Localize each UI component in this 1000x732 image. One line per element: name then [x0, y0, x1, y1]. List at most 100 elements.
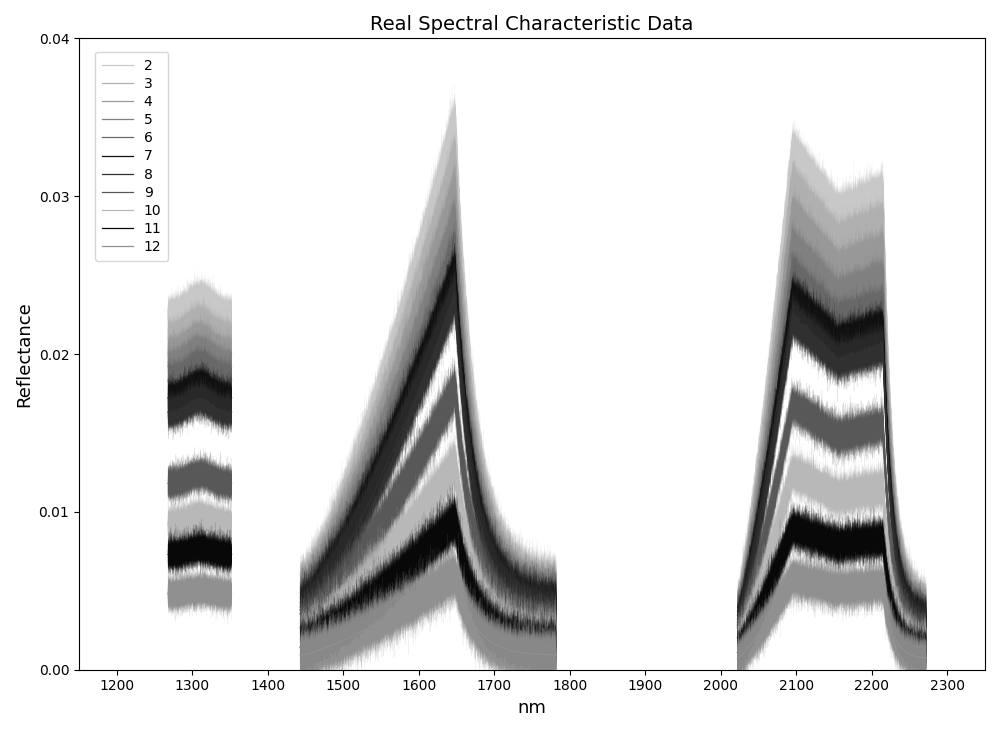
- 9: [200, 471, 212, 479]
- Line: 9: 9: [168, 474, 232, 483]
- Line: 6: 6: [168, 367, 232, 381]
- 4: [200, 336, 212, 345]
- 9: [162, 479, 174, 488]
- 12: [162, 589, 174, 598]
- Line: 2: 2: [168, 296, 232, 314]
- 11: [194, 545, 206, 553]
- 9: [194, 470, 206, 479]
- 8: [162, 408, 174, 417]
- Title: Real Spectral Characteristic Data: Real Spectral Characteristic Data: [370, 15, 694, 34]
- 11: [200, 545, 212, 554]
- 5: [216, 360, 228, 369]
- 9: [216, 478, 228, 487]
- 8: [200, 397, 212, 406]
- 6: [162, 376, 174, 385]
- 7: [226, 394, 238, 403]
- 5: [162, 362, 174, 370]
- 6: [220, 376, 232, 384]
- 2: [162, 310, 174, 318]
- Line: 11: 11: [168, 549, 232, 554]
- 10: [162, 520, 174, 529]
- Y-axis label: Reflectance: Reflectance: [15, 301, 33, 407]
- 5: [226, 362, 238, 370]
- 6: [200, 364, 212, 373]
- 6: [216, 374, 228, 383]
- 6: [162, 376, 174, 385]
- 2: [220, 309, 232, 318]
- 3: [216, 332, 228, 340]
- 12: [200, 586, 212, 595]
- 2: [200, 295, 212, 304]
- 7: [216, 392, 228, 400]
- Line: 8: 8: [168, 400, 232, 412]
- 7: [162, 394, 174, 403]
- 2: [162, 310, 174, 318]
- Line: 5: 5: [168, 351, 232, 366]
- 9: [226, 479, 238, 488]
- 5: [201, 350, 213, 359]
- Line: 7: 7: [168, 384, 232, 398]
- 10: [162, 520, 174, 529]
- 5: [200, 349, 212, 358]
- 3: [201, 321, 213, 329]
- 9: [200, 471, 212, 480]
- 10: [226, 520, 238, 529]
- 10: [216, 519, 228, 528]
- 9: [220, 479, 232, 488]
- 8: [216, 406, 228, 415]
- 10: [220, 520, 232, 529]
- 7: [200, 382, 212, 391]
- 11: [162, 550, 174, 559]
- 8: [220, 407, 232, 416]
- 10: [200, 514, 212, 523]
- 4: [194, 334, 206, 343]
- 9: [201, 471, 213, 480]
- 2: [216, 307, 228, 316]
- 6: [226, 376, 238, 385]
- 7: [201, 383, 213, 392]
- 3: [162, 334, 174, 343]
- 3: [162, 334, 174, 343]
- 2: [226, 310, 238, 318]
- 4: [216, 347, 228, 356]
- X-axis label: nm: nm: [518, 699, 546, 717]
- 7: [220, 393, 232, 402]
- 2: [194, 292, 206, 301]
- 9: [162, 479, 174, 488]
- 12: [201, 586, 213, 595]
- 8: [200, 397, 212, 406]
- 7: [194, 380, 206, 389]
- 5: [200, 349, 212, 358]
- 11: [200, 545, 212, 554]
- 5: [162, 362, 174, 370]
- 10: [194, 513, 206, 522]
- 4: [201, 337, 213, 346]
- 7: [200, 382, 212, 391]
- 12: [226, 589, 238, 598]
- 10: [201, 514, 213, 523]
- 6: [200, 364, 212, 373]
- 8: [162, 408, 174, 417]
- 8: [201, 397, 213, 406]
- 11: [201, 545, 213, 554]
- 12: [194, 586, 206, 594]
- 4: [226, 349, 238, 358]
- 6: [194, 362, 206, 371]
- 11: [216, 549, 228, 558]
- 5: [220, 361, 232, 370]
- 11: [220, 550, 232, 559]
- Line: 3: 3: [168, 321, 232, 338]
- 7: [162, 394, 174, 403]
- 3: [200, 320, 212, 329]
- 4: [200, 336, 212, 345]
- Line: 4: 4: [168, 338, 232, 354]
- 3: [226, 334, 238, 343]
- 3: [194, 317, 206, 326]
- 8: [226, 408, 238, 417]
- 6: [201, 365, 213, 373]
- 2: [201, 296, 213, 305]
- 12: [200, 586, 212, 595]
- 12: [216, 589, 228, 598]
- 8: [194, 395, 206, 404]
- 2: [200, 295, 212, 304]
